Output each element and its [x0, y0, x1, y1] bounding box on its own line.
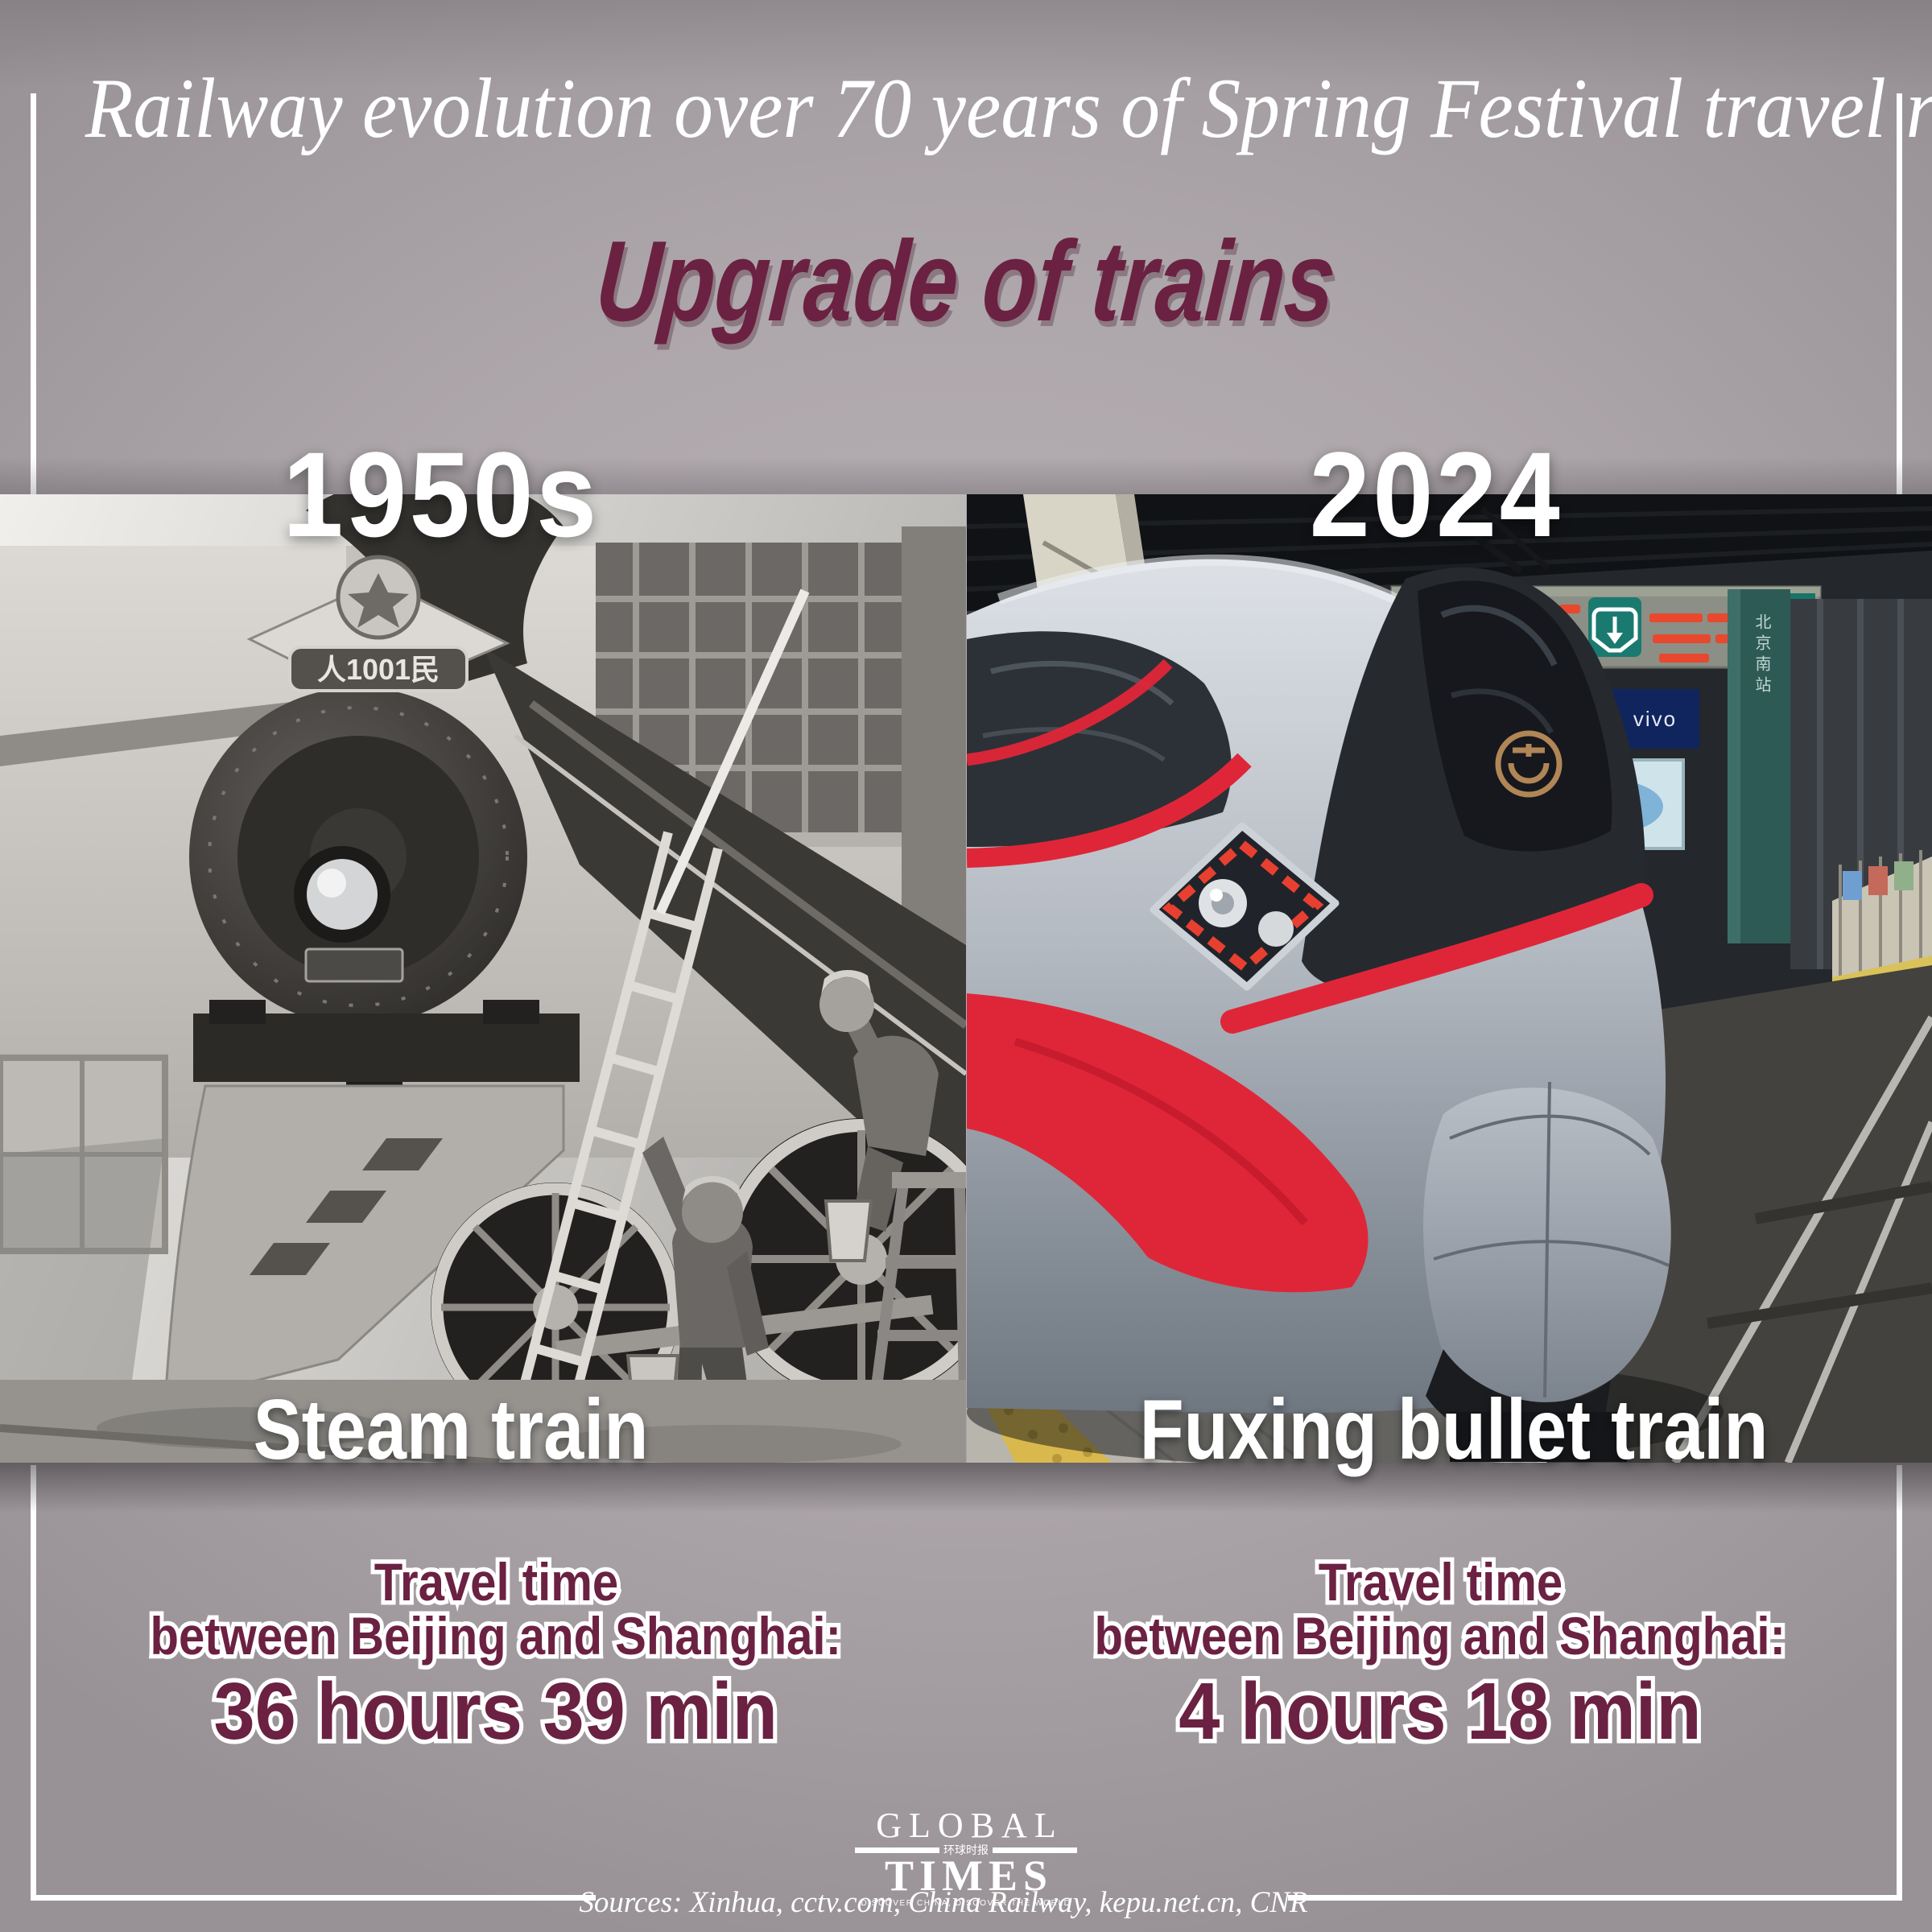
- escalator-sign: [1588, 597, 1641, 657]
- frame-line-top-left: [31, 93, 36, 494]
- headlight: [1150, 822, 1340, 991]
- caption-steam-train-text: Steam train: [253, 1382, 649, 1477]
- logo-divider-bar: [855, 1847, 939, 1853]
- section-title: Upgrade of trains: [0, 216, 1932, 348]
- travel-time-block-1950s: Travel time between Beijing and Shanghai…: [0, 1554, 992, 1752]
- steam-train-illustration: 人1001民: [0, 494, 966, 1463]
- red-stripe-nose: [1220, 883, 1653, 1034]
- travel-left-line2: between Beijing and Shanghai:: [151, 1608, 842, 1663]
- ground: [0, 1380, 966, 1463]
- caption-fuxing-train: Fuxing bullet train: [1084, 1381, 1824, 1479]
- star-wing-emblem: 人1001民: [246, 555, 510, 692]
- bullet-train-photo: 17 站台 Platform 16 站台 Platform: [967, 494, 1932, 1463]
- cleaning-pole: [655, 588, 810, 915]
- fuxing-train: [967, 506, 1671, 1462]
- logo-chinese-text: 环球时报: [943, 1843, 989, 1857]
- era-label-2024: 2024: [1295, 425, 1577, 564]
- ladder: [510, 831, 723, 1438]
- steam-train-photo: 人1001民: [0, 494, 966, 1463]
- travel-left-duration: 36 hours 39 min: [214, 1670, 778, 1752]
- loco-number-plate: 人1001民: [317, 653, 440, 686]
- frame-line-bottom-right-vertical: [1897, 1465, 1902, 1901]
- era-label-2024-text: 2024: [1309, 427, 1563, 562]
- logo-global-text: GLOBAL: [876, 1806, 1063, 1845]
- caption-fuxing-train-text: Fuxing bullet train: [1139, 1382, 1769, 1477]
- boiler: [483, 647, 966, 1219]
- frame-line-bottom-right-horizontal: [1288, 1895, 1902, 1901]
- ad-screen-text: vivo: [1633, 707, 1677, 731]
- caption-steam-train: Steam train: [218, 1381, 683, 1479]
- worker-on-stepladder: [819, 969, 939, 1262]
- side-window: [967, 631, 1232, 847]
- logo-divider: 环球时报: [855, 1844, 1077, 1856]
- photo-bottom-shadow: [0, 1463, 1932, 1513]
- buffer-beam: [193, 1013, 580, 1082]
- era-label-1950s: 1950s: [265, 425, 617, 564]
- logo-times-text: TIMES: [884, 1852, 1054, 1901]
- frame-line-top-right: [1897, 93, 1902, 494]
- station-pillar-sign: 北京南站: [1752, 613, 1770, 697]
- travel-right-line1: Travel time: [1318, 1554, 1562, 1609]
- red-swoosh: [967, 993, 1368, 1293]
- frame-line-bottom-left-horizontal: [31, 1895, 596, 1901]
- global-times-logo: GLOBAL 环球时报 TIMES DISCOVER CHINA, DISCOV…: [845, 1806, 1087, 1909]
- windshield: [1418, 580, 1612, 852]
- red-stripe-upper: [967, 753, 1252, 868]
- wiper: [1447, 514, 1523, 574]
- steam-locomotive: 人1001民: [163, 494, 966, 1438]
- bucket: [824, 1199, 873, 1262]
- travel-right-duration: 4 hours 18 min: [1179, 1670, 1701, 1752]
- travel-right-line2: between Beijing and Shanghai:: [1095, 1608, 1786, 1663]
- page-title: Railway evolution over 70 years of Sprin…: [0, 60, 1932, 158]
- travel-left-line1: Travel time: [374, 1554, 617, 1609]
- travel-time-block-2024: Travel time between Beijing and Shanghai…: [963, 1554, 1918, 1752]
- logo-tagline: DISCOVER CHINA, DISCOVER THE WORLD: [861, 1899, 1071, 1909]
- bullet-train-illustration: 17 站台 Platform 16 站台 Platform: [967, 494, 1932, 1463]
- photo-top-shadow: [0, 457, 1932, 494]
- era-label-1950s-text: 1950s: [283, 427, 600, 562]
- logo-divider-bar: [993, 1847, 1077, 1853]
- wiper: [1480, 506, 1550, 571]
- cr-emblem: [1495, 730, 1563, 798]
- page-title-text: Railway evolution over 70 years of Sprin…: [85, 61, 1932, 155]
- section-title-text: Upgrade of trains: [592, 217, 1341, 345]
- nose-chin: [1423, 1081, 1671, 1405]
- sources-line: Sources: Xinhua, cctv.com, China Railway…: [579, 1886, 1308, 1919]
- frame-line-bottom-left-vertical: [31, 1465, 36, 1901]
